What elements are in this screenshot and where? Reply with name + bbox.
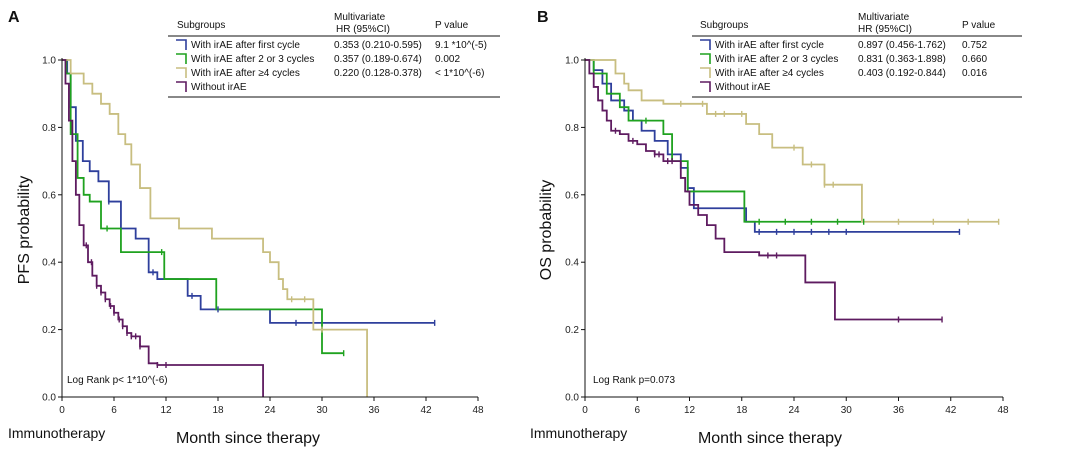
legend-row-p: 0.016 — [962, 68, 987, 79]
legend-row-hr: 0.403 (0.192-0.844) — [858, 68, 946, 79]
axis-ticks: 0 6 12 18 24 30 36 42 48 0.0 0.2 0.4 0.6 0.8 1.0 — [565, 56, 1009, 417]
x-axis-prefix-label: Immunotherapy — [530, 425, 627, 441]
legend-header-hr: HR (95%CI) — [336, 24, 390, 35]
legend-row-hr: 0.220 (0.128-0.378) — [334, 68, 422, 79]
legend-row-hr: 0.353 (0.210-0.595) — [334, 40, 422, 51]
y-tick-label: 0.6 — [565, 190, 579, 201]
y-tick-label: 0.8 — [565, 123, 579, 134]
x-axis-label: Month since therapy — [176, 430, 320, 447]
legend-swatch-2-3-cycles — [700, 53, 711, 64]
legend-header-hr: HR (95%CI) — [858, 24, 912, 35]
legend-swatch-without-irae — [176, 81, 187, 92]
legend-row-label: With irAE after ≥4 cycles — [191, 68, 300, 79]
x-tick-label: 30 — [316, 405, 328, 416]
y-tick-label: 1.0 — [42, 56, 56, 67]
y-axis-label: OS probability — [538, 180, 555, 281]
legend-row-hr: 0.897 (0.456-1.762) — [858, 40, 946, 51]
legend-row-label: With irAE after 2 or 3 cycles — [715, 54, 838, 65]
x-axis-prefix-label: Immunotherapy — [8, 425, 105, 441]
y-tick-label: 0.0 — [565, 393, 579, 404]
y-tick-label: 1.0 — [565, 56, 579, 67]
curve-with-irae-after-2-or-3-cycles — [62, 59, 344, 355]
legend-swatch-4plus-cycles — [700, 67, 711, 78]
x-tick-label: 18 — [212, 405, 224, 416]
x-tick-label: 18 — [736, 405, 748, 416]
panel-label: B — [537, 9, 549, 26]
legend-row-p: 0.660 — [962, 54, 987, 65]
curve-without-irae — [62, 59, 264, 397]
axis-ticks: 0 6 12 18 24 30 36 42 48 0.0 0.2 0.4 0.6 0.8 1.0 — [42, 56, 484, 417]
legend-row-label: With irAE after 2 or 3 cycles — [191, 54, 314, 65]
legend: Subgroups Multivariate HR (95%CI) P valu… — [690, 5, 1023, 98]
legend-swatch-2-3-cycles — [176, 53, 187, 64]
x-tick-label: 0 — [59, 405, 65, 416]
axes — [61, 58, 478, 398]
legend-row-label: Without irAE — [715, 82, 771, 93]
legend-row-label: With irAE after first cycle — [715, 40, 824, 51]
x-tick-label: 36 — [368, 405, 380, 416]
legend-header-multivariate: Multivariate — [334, 12, 386, 23]
legend-row-p: 0.002 — [435, 54, 460, 65]
curve-with-irae-after-ge4-cycles — [585, 59, 999, 223]
legend-swatch-first-cycle — [700, 39, 711, 50]
legend-swatch-4plus-cycles — [176, 67, 187, 78]
legend-header-pvalue: P value — [435, 20, 469, 31]
x-tick-label: 48 — [472, 405, 484, 416]
legend-header-multivariate: Multivariate — [858, 12, 910, 23]
x-tick-label: 0 — [582, 405, 588, 416]
panel-a: A PFS probability Immunotherapy Month si… — [8, 5, 500, 447]
x-tick-label: 24 — [264, 405, 276, 416]
legend-row-hr: 0.357 (0.189-0.674) — [334, 54, 422, 65]
x-tick-label: 12 — [160, 405, 172, 416]
y-tick-label: 0.2 — [42, 325, 56, 336]
x-axis-label: Month since therapy — [698, 430, 842, 447]
legend-background — [166, 5, 499, 97]
survival-curves — [62, 59, 435, 397]
legend-row-p: 9.1 *10^(-5) — [435, 40, 487, 51]
x-tick-label: 42 — [420, 405, 432, 416]
legend: Subgroups Multivariate HR (95%CI) P valu… — [166, 5, 500, 98]
y-tick-label: 0.2 — [565, 325, 579, 336]
legend-row-hr: 0.831 (0.363-1.898) — [858, 54, 946, 65]
legend-row-p: 0.752 — [962, 40, 987, 51]
curve-with-irae-after-ge4-cycles — [62, 59, 368, 397]
log-rank-text: Log Rank p< 1*10^(-6) — [67, 375, 168, 386]
legend-row-label: Without irAE — [191, 82, 247, 93]
axes — [584, 58, 1003, 398]
legend-row-label: With irAE after ≥4 cycles — [715, 68, 824, 79]
x-tick-label: 48 — [997, 405, 1009, 416]
legend-header-pvalue: P value — [962, 20, 996, 31]
legend-header-subgroups: Subgroups — [700, 20, 748, 31]
legend-swatch-without-irae — [700, 81, 711, 92]
legend-row-p: < 1*10^(-6) — [435, 68, 484, 79]
x-tick-label: 6 — [111, 405, 117, 416]
y-tick-label: 0.4 — [565, 258, 579, 269]
y-tick-label: 0.8 — [42, 123, 56, 134]
legend-background — [690, 5, 1023, 97]
x-tick-label: 12 — [684, 405, 696, 416]
curve-with-irae-after-first-cycle — [62, 59, 435, 324]
x-tick-label: 30 — [841, 405, 853, 416]
y-tick-label: 0.0 — [42, 393, 56, 404]
panel-label: A — [8, 9, 20, 26]
x-tick-label: 36 — [893, 405, 905, 416]
x-tick-label: 42 — [945, 405, 957, 416]
legend-swatch-first-cycle — [176, 39, 187, 50]
censor-marks — [85, 198, 436, 368]
y-tick-label: 0.4 — [42, 258, 56, 269]
y-axis-label: PFS probability — [16, 176, 33, 285]
x-tick-label: 24 — [788, 405, 800, 416]
x-tick-label: 6 — [634, 405, 640, 416]
legend-header-subgroups: Subgroups — [177, 20, 225, 31]
legend-row-label: With irAE after first cycle — [191, 40, 300, 51]
curve-without-irae — [585, 59, 943, 321]
panel-b: B OS probability Immunotherapy Month sin… — [530, 5, 1023, 447]
y-tick-label: 0.6 — [42, 190, 56, 201]
censor-marks — [614, 100, 1000, 323]
log-rank-text: Log Rank p=0.073 — [593, 375, 675, 386]
survival-curves — [585, 59, 999, 321]
